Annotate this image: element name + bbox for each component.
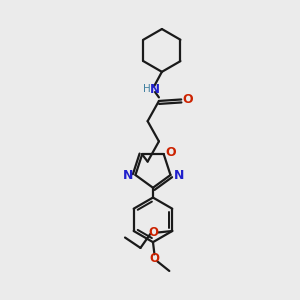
Text: H: H: [142, 84, 150, 94]
Text: N: N: [123, 169, 133, 182]
Text: O: O: [149, 252, 160, 265]
Text: N: N: [150, 82, 160, 96]
Text: O: O: [182, 93, 193, 106]
Text: O: O: [165, 146, 176, 158]
Text: N: N: [174, 169, 184, 182]
Text: O: O: [149, 226, 159, 239]
